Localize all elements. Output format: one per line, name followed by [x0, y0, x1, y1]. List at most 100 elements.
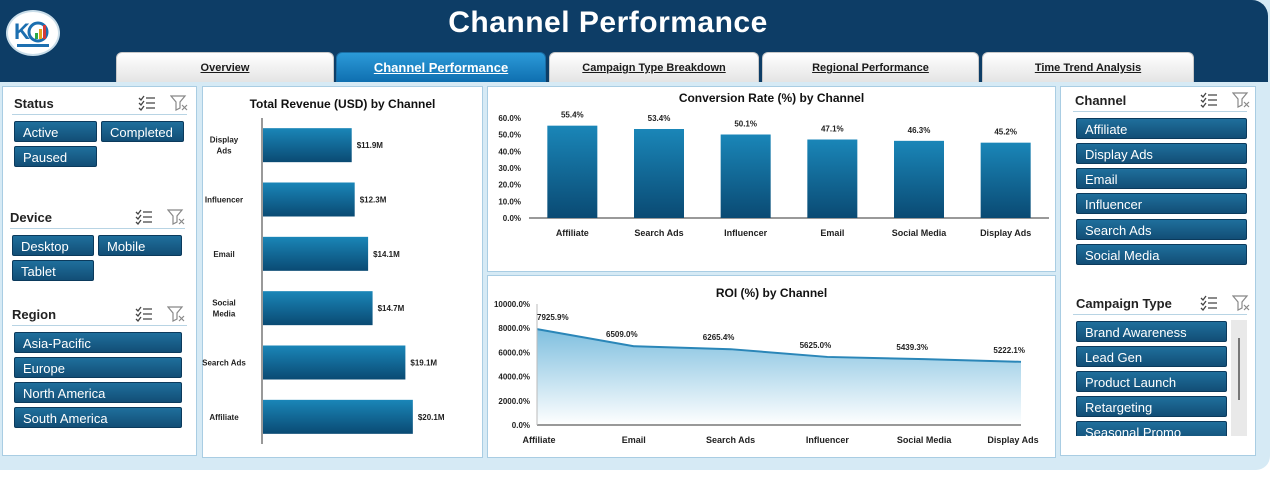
slicer-channel-display-ads[interactable]: Display Ads [1076, 143, 1247, 164]
revenue-data-label: $14.7M [378, 304, 405, 313]
roi-line [536, 328, 1022, 363]
status-slicer-divider [12, 114, 187, 115]
conversion-data-label: 53.4% [648, 114, 671, 123]
roi-data-label: 6265.4% [703, 333, 735, 342]
slicer-campaign-product-launch[interactable]: Product Launch [1076, 371, 1227, 392]
revenue-category-label: Ads [216, 147, 232, 156]
conversion-y-tick: 30.0% [498, 164, 521, 173]
slicer-status-active[interactable]: Active [14, 121, 97, 142]
revenue-category-label: Influencer [205, 196, 243, 205]
slicer-region-north-america[interactable]: North America [14, 382, 182, 403]
region-slicer-divider [12, 325, 187, 326]
clear-filter-icon[interactable] [1232, 295, 1250, 311]
roi-category-label: Affiliate [522, 435, 555, 445]
channel-slicer-divider [1073, 111, 1247, 112]
roi-area-fill [537, 329, 1021, 425]
conversion-y-tick: 20.0% [498, 181, 521, 190]
svg-text:K: K [14, 19, 30, 44]
revenue-category-label: Social [212, 299, 236, 308]
tab-time-trend-analysis[interactable]: Time Trend Analysis [982, 52, 1194, 82]
slicer-campaign-retargeting[interactable]: Retargeting [1076, 396, 1227, 417]
roi-area-chart: 0.0% 2000.0% 4000.0% 6000.0% 8000.0% 10000.0%… [494, 300, 1039, 445]
slicer-device-desktop[interactable]: Desktop [12, 235, 94, 256]
conversion-category-label: Social Media [892, 228, 948, 238]
roi-data-label: 5222.1% [993, 346, 1025, 355]
slicer-channel-affiliate[interactable]: Affiliate [1076, 118, 1247, 139]
slicer-channel-email[interactable]: Email [1076, 168, 1247, 189]
slicer-region-europe[interactable]: Europe [14, 357, 182, 378]
revenue-data-label: $11.9M [357, 141, 384, 150]
conversion-y-tick: 60.0% [498, 114, 521, 123]
revenue-chart-title: Total Revenue (USD) by Channel [249, 97, 436, 111]
conversion-y-tick: 40.0% [498, 147, 521, 156]
status-slicer-title: Status [14, 96, 54, 111]
revenue-category-label: Display [210, 136, 239, 145]
scrollbar-thumb[interactable] [1238, 338, 1240, 400]
slicer-campaign-brand-awareness[interactable]: Brand Awareness [1076, 321, 1227, 342]
conversion-bar [807, 139, 858, 218]
multi-select-icon[interactable] [138, 95, 156, 111]
slicer-channel-social-media[interactable]: Social Media [1076, 244, 1247, 265]
company-logo: K [6, 10, 60, 56]
page-title: Channel Performance [448, 6, 768, 39]
multi-select-icon[interactable] [135, 306, 153, 322]
revenue-category-label: Search Ads [202, 359, 246, 368]
conversion-data-label: 47.1% [821, 125, 844, 134]
roi-category-label: Search Ads [706, 435, 755, 445]
conversion-data-label: 46.3% [908, 126, 931, 135]
roi-category-label: Email [622, 435, 646, 445]
clear-filter-icon[interactable] [1232, 92, 1250, 108]
conversion-chart-title: Conversion Rate (%) by Channel [678, 91, 865, 105]
conversion-data-label: 50.1% [734, 120, 757, 129]
revenue-bar [263, 399, 413, 434]
revenue-bar [263, 345, 406, 380]
slicer-device-tablet[interactable]: Tablet [12, 260, 94, 281]
revenue-bar [263, 236, 369, 271]
slicer-region-asia-pacific[interactable]: Asia-Pacific [14, 332, 182, 353]
slicer-device-mobile[interactable]: Mobile [98, 235, 182, 256]
slicer-status-paused[interactable]: Paused [14, 146, 97, 167]
slicer-status-completed[interactable]: Completed [101, 121, 184, 142]
revenue-data-label: $14.1M [373, 250, 400, 259]
tab-overview[interactable]: Overview [116, 52, 334, 82]
revenue-bar [263, 128, 352, 163]
roi-y-tick: 8000.0% [498, 324, 530, 333]
conversion-bar [547, 125, 598, 218]
multi-select-icon[interactable] [135, 209, 153, 225]
conversion-category-label: Email [820, 228, 844, 238]
slicer-campaign-seasonal-promo[interactable]: Seasonal Promo [1076, 421, 1227, 436]
roi-y-tick: 6000.0% [498, 348, 530, 357]
tab-campaign-type-breakdown[interactable]: Campaign Type Breakdown [549, 52, 759, 82]
conversion-data-label: 55.4% [561, 111, 584, 120]
slicer-campaign-lead-gen[interactable]: Lead Gen [1076, 346, 1227, 367]
revenue-data-label: $12.3M [360, 196, 387, 205]
region-slicer-title: Region [12, 307, 57, 322]
conversion-bar [894, 140, 944, 218]
conversion-y-tick: 0.0% [503, 214, 521, 223]
conversion-bar [980, 142, 1031, 218]
multi-select-icon[interactable] [1200, 92, 1218, 108]
campaign-type-list: Brand Awareness Lead Gen Product Launch … [1062, 320, 1230, 436]
revenue-category-label: Affiliate [209, 413, 239, 422]
conversion-category-label: Influencer [724, 228, 768, 238]
conversion-bar [634, 129, 684, 218]
roi-data-label: 5439.3% [896, 343, 928, 352]
revenue-bar [263, 291, 373, 326]
slicer-region-south-america[interactable]: South America [14, 407, 182, 428]
tab-channel-performance[interactable]: Channel Performance [336, 52, 546, 82]
clear-filter-icon[interactable] [170, 95, 188, 111]
roi-category-label: Influencer [806, 435, 850, 445]
conversion-category-label: Search Ads [634, 228, 683, 238]
clear-filter-icon[interactable] [167, 306, 185, 322]
roi-data-label: 7925.9% [537, 313, 569, 322]
revenue-category-label: Media [213, 310, 236, 319]
roi-data-label: 6509.0% [606, 330, 638, 339]
multi-select-icon[interactable] [1200, 295, 1218, 311]
conversion-category-label: Display Ads [980, 228, 1031, 238]
slicer-channel-search-ads[interactable]: Search Ads [1076, 219, 1247, 240]
campaign-type-scrollbar[interactable] [1231, 320, 1247, 436]
roi-y-tick: 0.0% [512, 421, 530, 430]
slicer-channel-influencer[interactable]: Influencer [1076, 193, 1247, 214]
tab-regional-performance[interactable]: Regional Performance [762, 52, 979, 82]
clear-filter-icon[interactable] [167, 209, 185, 225]
